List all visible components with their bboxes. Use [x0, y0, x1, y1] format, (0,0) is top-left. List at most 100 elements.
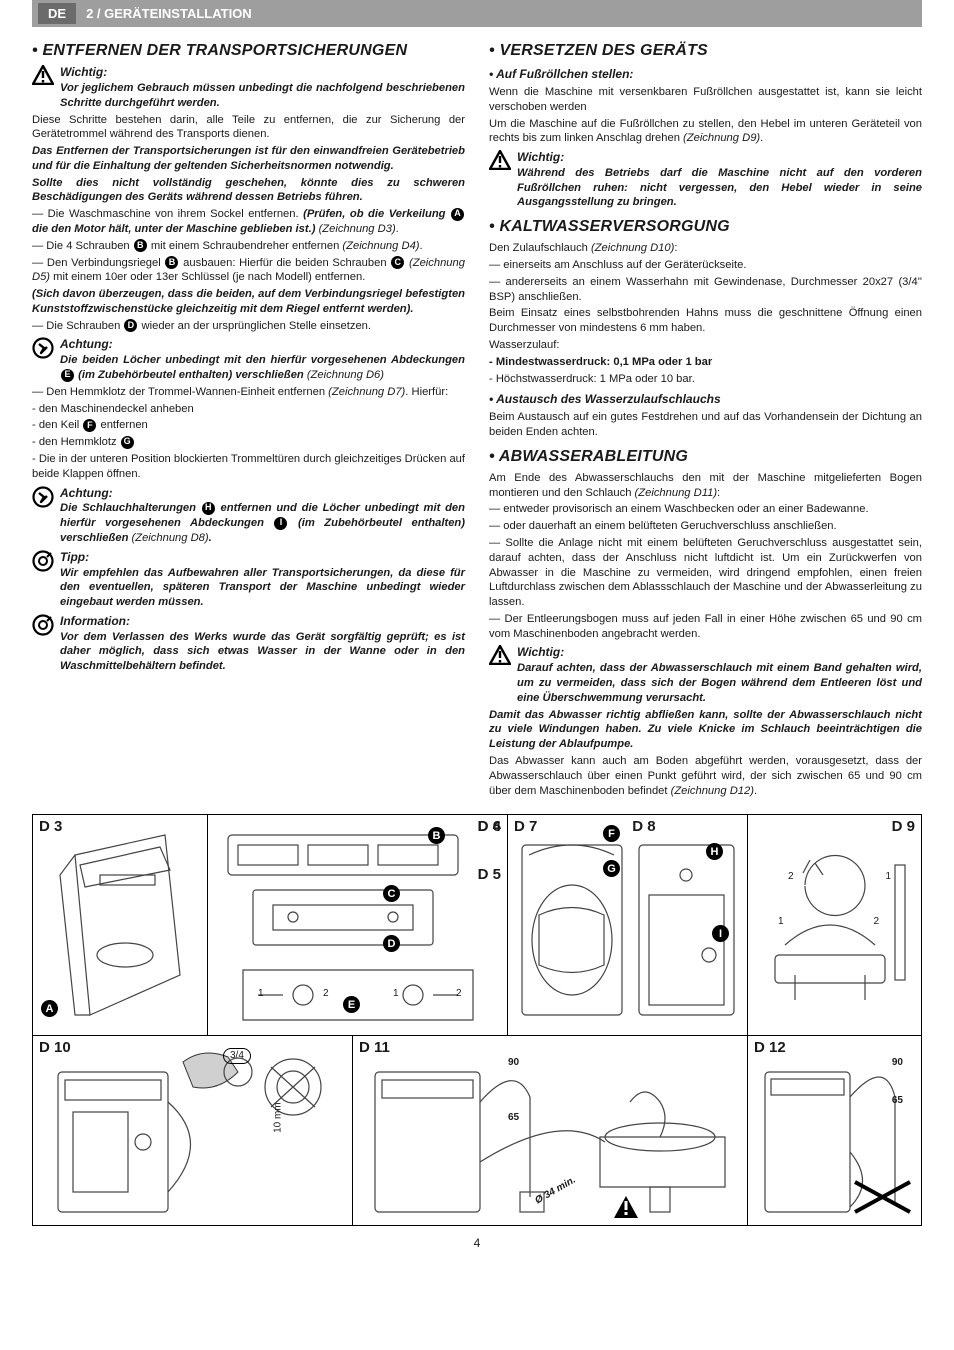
p: — oder dauerhaft an einem belüfteten Ger… [489, 519, 922, 534]
left-column: • ENTFERNEN DER TRANSPORTSICHERUNGEN Wic… [32, 34, 465, 800]
header-title: 2 / GERÄTEINSTALLATION [86, 5, 252, 22]
d8-label: D 8 [632, 817, 655, 837]
d3-label: D 3 [39, 817, 62, 837]
badge-b: B [134, 239, 147, 252]
badge-a: A [451, 208, 464, 221]
page-header-bar: DE 2 / GERÄTEINSTALLATION [32, 0, 922, 24]
wichtig-title: Wichtig: [517, 645, 922, 661]
p: Beim Einsatz eines selbstbohrenden Hahns… [489, 306, 922, 336]
p: Den Zulaufschlauch (Zeichnung D10): [489, 241, 922, 256]
d9-label: D 9 [892, 817, 915, 837]
p: Um die Maschine auf die Fußröllchen zu s… [489, 117, 922, 147]
p: Am Ende des Abwasserschlauchs den mit de… [489, 471, 922, 501]
num-2: 2 [323, 987, 329, 1000]
lang-pill: DE [38, 3, 76, 24]
warning-icon [489, 645, 511, 665]
num-1: 1 [393, 987, 399, 1000]
p: Wasserzulauf: [489, 338, 922, 353]
num-10mm: 10 mm [272, 1103, 285, 1134]
wichtig-body: Während des Betriebs darf die Maschine n… [517, 166, 922, 210]
p: — Die Schrauben D wieder an der ursprüng… [32, 319, 465, 334]
p: - den Keil F entfernen [32, 418, 465, 433]
right-column: • VERSETZEN DES GERÄTS • Auf Fußröllchen… [489, 34, 922, 800]
p: - Die in der unteren Position blockierte… [32, 452, 465, 482]
p: Wenn die Maschine mit versenkbaren Fußrö… [489, 85, 922, 115]
badge-g: G [121, 436, 134, 449]
badge-c: C [391, 256, 404, 269]
p: - den Hemmklotz G [32, 435, 465, 450]
section-transport: • ENTFERNEN DER TRANSPORTSICHERUNGEN [32, 40, 465, 61]
d11-label: D 11 [359, 1038, 390, 1058]
d3-sketch [45, 825, 195, 1025]
badge-b: B [165, 256, 178, 269]
p: Sollte dies nicht vollständig geschehen,… [32, 176, 465, 206]
num-65: 65 [508, 1111, 519, 1124]
num-90: 90 [892, 1056, 903, 1069]
p: — Die Waschmaschine von ihrem Sockel ent… [32, 207, 465, 237]
num-2: 2 [788, 870, 794, 883]
p: - Höchstwasserdruck: 1 MPa oder 10 bar. [489, 372, 922, 387]
p: Beim Austausch auf ein gutes Festdrehen … [489, 410, 922, 440]
num-65: 65 [892, 1094, 903, 1107]
d6-label: D 6 [478, 817, 501, 1033]
tipp-title: Tipp: [60, 550, 465, 566]
d12-label: D 12 [754, 1038, 786, 1058]
tipp-body: Wir empfehlen das Aufbewahren aller Tran… [60, 566, 465, 610]
p: — Sollte die Anlage nicht mit einem belü… [489, 536, 922, 610]
info-title: Information: [60, 614, 465, 630]
wichtig-body: Darauf achten, dass der Abwasserschlauch… [517, 661, 922, 705]
badge-f: F [83, 419, 96, 432]
p: — entweder provisorisch an einem Waschbe… [489, 502, 922, 517]
achtung-title: Achtung: [60, 337, 465, 353]
section-abwasser: • ABWASSERABLEITUNG [489, 446, 922, 467]
num-1: 1 [258, 987, 264, 1000]
achtung-body: Die Schlauchhalterungen H entfernen und … [60, 501, 465, 545]
wichtig-title: Wichtig: [60, 65, 465, 81]
caution-icon [32, 337, 54, 359]
num-1: 1 [778, 915, 784, 928]
p: — Den Hemmklotz der Trommel-Wannen-Einhe… [32, 385, 465, 400]
num-1: 1 [885, 870, 891, 883]
p: - den Maschinendeckel anheben [32, 402, 465, 417]
sub-roller: • Auf Fußröllchen stellen: [489, 67, 922, 83]
num-90: 90 [508, 1056, 519, 1069]
warning-icon [613, 1195, 639, 1219]
d10-label: D 10 [39, 1038, 71, 1058]
section-versetzen: • VERSETZEN DES GERÄTS [489, 40, 922, 61]
badge-h: H [202, 502, 215, 515]
num-2: 2 [456, 987, 462, 1000]
p: Damit das Abwasser richtig abfließen kan… [489, 708, 922, 752]
p: Das Entfernen der Transportsicherungen i… [32, 144, 465, 174]
warning-icon [489, 150, 511, 170]
p: (Sich davon überzeugen, dass die beiden,… [32, 287, 465, 317]
num-34: 3/4 [223, 1048, 251, 1063]
p: Diese Schritte bestehen darin, alle Teil… [32, 113, 465, 143]
p: — andererseits an einem Wasserhahn mit G… [489, 275, 922, 305]
info-icon [32, 614, 54, 636]
achtung-title: Achtung: [60, 486, 465, 502]
p: - Mindestwasserdruck: 0,1 MPa oder 1 bar [489, 355, 922, 370]
p: — Der Entleerungsbogen muss auf jeden Fa… [489, 612, 922, 642]
d12-sketch [755, 1042, 915, 1220]
section-kaltwasser: • KALTWASSERVERSORGUNG [489, 216, 922, 237]
wichtig-body: Vor jeglichem Gebrauch müssen unbedingt … [60, 81, 465, 111]
diagram-grid: D 3 A D 4 D 5 D 6 [32, 814, 922, 1226]
badge-d: D [124, 319, 137, 332]
wichtig-title: Wichtig: [517, 150, 922, 166]
p: — einerseits am Anschluss auf der Geräte… [489, 258, 922, 273]
d7-label: D 7 [514, 817, 537, 837]
badge-e: E [61, 369, 74, 382]
warning-icon [32, 65, 54, 85]
sub-austausch: • Austausch des Wasserzulaufschlauchs [489, 392, 922, 408]
d10-sketch [43, 1042, 343, 1220]
page-number: 4 [32, 1236, 922, 1252]
p: Das Abwasser kann auch am Boden abgeführ… [489, 754, 922, 798]
p: — Den Verbindungsriegel B ausbauen: Hier… [32, 256, 465, 286]
achtung-body: Die beiden Löcher unbedingt mit den hier… [60, 353, 465, 383]
p: — Die 4 Schrauben B mit einem Schraubend… [32, 239, 465, 254]
num-2: 2 [873, 915, 879, 928]
info-body: Vor dem Verlassen des Werks wurde das Ge… [60, 630, 465, 674]
badge-i: I [274, 517, 287, 530]
tip-icon [32, 550, 54, 572]
caution-icon [32, 486, 54, 508]
